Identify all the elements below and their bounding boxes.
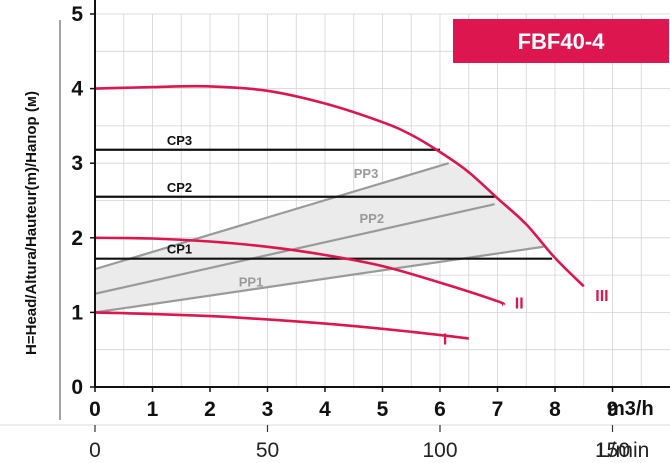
operating-region-fill — [95, 163, 544, 313]
curve-i — [94, 311, 469, 340]
x-tick-label: 8 — [549, 398, 561, 421]
x-tick-label: 7 — [492, 398, 504, 421]
x2-tick-label: 0 — [89, 439, 101, 462]
pp-line-pp3 — [94, 162, 449, 271]
label-cp1: CP1 — [167, 242, 192, 257]
label-pp1: PP1 — [239, 274, 264, 289]
pump-curves — [94, 84, 585, 340]
y-tick-label: 5 — [71, 3, 83, 26]
y-tick-label: 0 — [71, 376, 83, 399]
x2-tick-label: 150 — [595, 439, 630, 462]
x-tick-label: 1 — [147, 398, 159, 421]
cp-lines — [95, 148, 553, 260]
x-tick-label: 5 — [377, 398, 389, 421]
curve-ii — [94, 236, 506, 307]
chart-title: FBF40-4 — [518, 29, 606, 54]
label-cp2: CP2 — [167, 180, 192, 195]
x-tick-label: 3 — [262, 398, 274, 421]
y-tick-label: 1 — [71, 301, 83, 324]
label-pp2: PP2 — [360, 211, 385, 226]
label-curve-iii: III — [595, 288, 608, 305]
x2-axis-unit-lmin: L/min — [598, 439, 649, 462]
title-box — [453, 19, 669, 63]
x-axis-unit-m3h: m3/h — [607, 398, 654, 420]
x-tick-label: 0 — [89, 398, 101, 421]
y-tick-label: 2 — [71, 227, 83, 250]
curve-iii — [94, 84, 585, 288]
label-curve-ii: II — [515, 296, 524, 313]
y-axis-label: H=Head/Altura/Hauteur(m)/Напор (м) — [23, 91, 40, 355]
label-cp3: CP3 — [167, 133, 192, 148]
x-tick-label: 9 — [607, 398, 619, 421]
x-tick-label: 6 — [434, 398, 446, 421]
operating-region — [95, 163, 544, 313]
x2-tick-label: 100 — [422, 439, 457, 462]
label-pp3: PP3 — [354, 166, 379, 181]
label-curve-i: I — [443, 331, 447, 348]
y-tick-label: 4 — [71, 78, 83, 101]
x-tick-label: 2 — [204, 398, 216, 421]
x-tick-label: 4 — [319, 398, 331, 421]
x2-tick-label: 50 — [256, 439, 279, 462]
y-tick-label: 3 — [71, 152, 83, 175]
